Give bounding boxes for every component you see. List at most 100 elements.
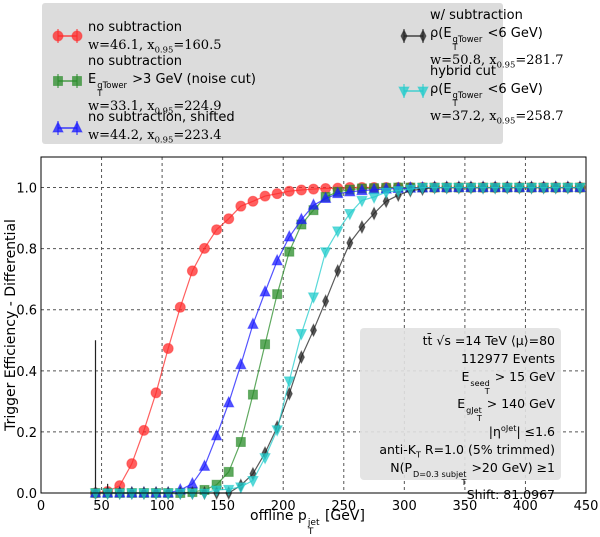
data-point <box>247 195 259 207</box>
data-point <box>222 484 235 497</box>
x-tick-label: 100 <box>150 499 175 514</box>
data-point <box>222 395 235 408</box>
data-point <box>307 198 320 210</box>
data-point <box>297 349 305 365</box>
annotation-line: 112977 Events <box>460 351 555 366</box>
data-point <box>334 263 342 279</box>
series-triangle-down <box>89 183 586 501</box>
data-point <box>259 453 271 465</box>
x-tick-label: 150 <box>210 499 235 514</box>
data-point <box>513 183 526 195</box>
data-point <box>319 191 332 204</box>
legend-label-line: w=37.2, x0.95=258.7 <box>430 108 564 126</box>
data-point <box>285 386 293 401</box>
annotation-line: tt̄ √s =14 TeV ⟨μ⟩=80 <box>422 333 555 348</box>
data-point <box>356 195 368 208</box>
data-point <box>370 206 378 221</box>
legend-label-line: w=50.8, x0.95=281.7 <box>430 52 564 70</box>
data-point <box>235 436 246 447</box>
legend-label-line: no subtraction <box>88 54 183 69</box>
data-point <box>272 289 283 300</box>
legend-label-line: hybrid cut <box>430 64 497 79</box>
legend-marker <box>52 30 64 42</box>
legend-marker <box>53 76 63 86</box>
data-point <box>295 184 307 196</box>
y-tick-label: 0.6 <box>16 304 37 319</box>
legend-label-line: w/ subtraction <box>430 8 523 23</box>
data-point <box>223 213 235 225</box>
data-point <box>477 183 489 195</box>
data-point <box>247 317 259 329</box>
x-tick-label: 50 <box>93 499 110 514</box>
data-point <box>344 209 356 221</box>
y-tick-label: 1.0 <box>16 182 37 197</box>
data-point <box>126 458 138 470</box>
legend-marker-circle-icon <box>52 29 83 43</box>
legend-label: no subtraction, shifted w=44.2, x0.95=223… <box>88 109 235 145</box>
legend-marker-square-icon <box>53 74 82 88</box>
data-point <box>89 488 102 501</box>
data-point <box>440 183 453 195</box>
annotation-line: Shift: 81.0967 <box>466 486 555 502</box>
y-tick-label: 0.4 <box>16 365 37 380</box>
data-point <box>549 183 562 195</box>
x-tick-label: 350 <box>452 499 477 514</box>
data-point <box>210 485 223 498</box>
annotation-line: anti-KT R=1.0 (5% trimmed) <box>379 441 555 459</box>
data-point <box>162 343 174 355</box>
x-tick-label: 200 <box>271 499 296 514</box>
data-point <box>358 219 366 235</box>
data-point <box>186 265 198 277</box>
data-point <box>404 184 417 197</box>
data-point <box>453 183 465 195</box>
data-point <box>138 488 150 501</box>
data-point <box>113 488 126 501</box>
data-point <box>501 183 514 195</box>
y-axis-label: Trigger Efficiency - Differential <box>3 219 19 431</box>
legend-label-line: w=44.2, x0.95=223.4 <box>88 128 222 145</box>
data-point <box>138 424 150 436</box>
plot-frame <box>40 156 587 494</box>
data-point <box>101 488 114 501</box>
data-point <box>283 229 296 242</box>
legend-marker <box>419 28 427 44</box>
axis-ticks: 0 50 100 150 200 250 300 350 400 450 0.0 0.2 0.4 0.6 0… <box>16 182 598 514</box>
data-point <box>284 246 295 257</box>
legend-marker <box>71 30 83 42</box>
data-point <box>259 284 271 297</box>
data-point <box>198 459 211 471</box>
legend-label-line: no subtraction, shifted <box>88 110 235 125</box>
x-tick-label: 0 <box>37 499 45 514</box>
data-point <box>392 186 405 198</box>
data-point <box>260 339 271 350</box>
legend-marker <box>398 86 410 99</box>
data-point <box>283 185 295 197</box>
annotation-line: N(P T D=0.3 subjet >20 GeV) ≥1 <box>390 459 555 487</box>
y-tick-label: 0.0 <box>16 487 37 502</box>
data-point <box>150 387 162 399</box>
data-point <box>174 488 187 501</box>
data-point <box>309 323 318 338</box>
data-point <box>235 200 247 212</box>
legend-marker <box>417 86 429 99</box>
legend-marker <box>72 76 82 86</box>
data-point <box>416 183 429 195</box>
data-point <box>525 183 538 195</box>
legend-marker-triangle-up-icon <box>52 120 83 135</box>
data-point <box>186 488 199 501</box>
data-point <box>574 183 586 195</box>
data-point <box>322 294 330 309</box>
data-point <box>307 292 320 305</box>
data-point <box>382 194 390 209</box>
data-point <box>247 475 259 488</box>
data-point <box>319 247 332 259</box>
data-point <box>235 357 247 370</box>
x-tick-label: 400 <box>513 499 538 514</box>
